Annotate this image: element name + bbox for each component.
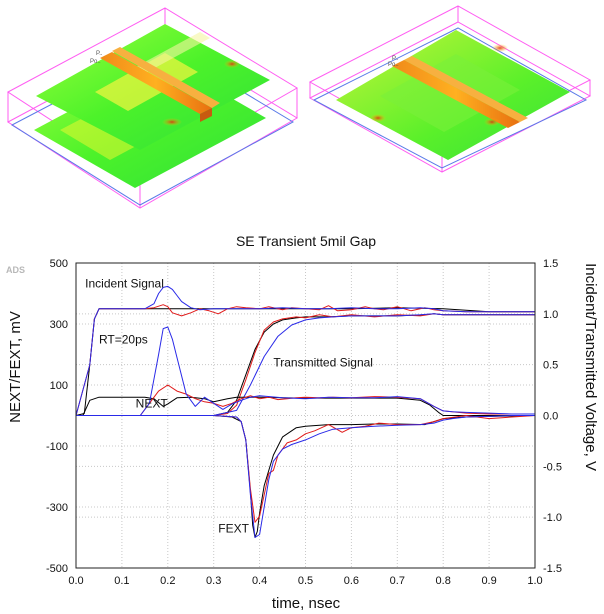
annotation-fext: FEXT	[218, 521, 249, 535]
y-tick-label-left: 500	[50, 258, 68, 270]
tick-labels: 0.0 0.1 0.2 0.3 0.4 0.5 0.6 0.7 0.8 0.9 1.0 500 300 1…	[46, 258, 562, 587]
y-axis-label-right: Incident/Transmitted Voltage, V	[582, 263, 599, 471]
svg-text:Po..: Po..	[388, 62, 399, 68]
x-axis-label: time, nsec	[272, 595, 341, 612]
x-tick-label: 0.6	[344, 575, 359, 587]
x-tick-label: 0.0	[68, 575, 83, 587]
ads-logo: ADS	[6, 265, 25, 275]
x-tick-label: 0.7	[390, 575, 405, 587]
3d-view-right: P.. Po..	[308, 5, 592, 173]
trace-1	[100, 52, 212, 114]
annotation-incident-signal: Incident Signal	[85, 276, 164, 290]
right-trace	[392, 60, 520, 128]
svg-text:P..: P..	[392, 56, 399, 62]
y-tick-label-left: -100	[46, 441, 68, 453]
y-tick-label-left: -500	[46, 563, 68, 575]
x-tick-label: 0.4	[252, 575, 267, 587]
svg-text:P..: P..	[96, 51, 103, 57]
x-tick-label: 0.2	[160, 575, 175, 587]
annotation-next: NEXT	[136, 396, 169, 410]
svg-text:Po..: Po..	[90, 59, 101, 65]
chart-title: SE Transient 5mil Gap	[236, 233, 376, 249]
x-tick-label: 0.9	[481, 575, 496, 587]
x-tick-label: 0.5	[298, 575, 313, 587]
series-fext-blue	[76, 415, 535, 538]
y-tick-label-right: 1.0	[543, 309, 558, 321]
annotation-rt-20ps: RT=20ps	[99, 332, 148, 346]
x-tick-label: 1.0	[527, 575, 542, 587]
y-axis-label-left: NEXT/FEXT, mV	[7, 311, 24, 423]
series	[75, 285, 536, 538]
y-tick-label-right: -0.5	[543, 461, 562, 473]
y-tick-label-right: 0.0	[543, 411, 558, 423]
3d-view-left: P.. Po..	[7, 7, 298, 209]
y-tick-label-right: 0.5	[543, 360, 558, 372]
annotation-transmitted-signal: Transmitted Signal	[273, 356, 373, 370]
y-tick-label-right: -1.0	[543, 512, 562, 524]
annotations: Incident Signal RT=20ps Transmitted Signal…	[85, 276, 373, 535]
series-next-blue	[76, 326, 535, 416]
x-tick-label: 0.1	[114, 575, 129, 587]
y-tick-label-right: -1.5	[543, 563, 562, 575]
series-incident-red	[75, 304, 535, 416]
x-tick-label: 0.8	[436, 575, 451, 587]
x-tick-label: 0.3	[206, 575, 221, 587]
y-tick-label-left: 100	[50, 380, 68, 392]
trace-2	[112, 47, 220, 108]
y-tick-label-right: 1.5	[543, 258, 558, 270]
y-tick-label-left: -300	[46, 502, 68, 514]
series-next-black	[76, 396, 535, 416]
transient-chart: SE Transient 5mil Gap ADS time, nsec NEX…	[6, 233, 599, 612]
plot-frame	[75, 262, 536, 569]
series-transmitted-blue	[76, 313, 535, 416]
y-tick-label-left: 300	[50, 319, 68, 331]
series-incident-blue	[75, 285, 535, 416]
